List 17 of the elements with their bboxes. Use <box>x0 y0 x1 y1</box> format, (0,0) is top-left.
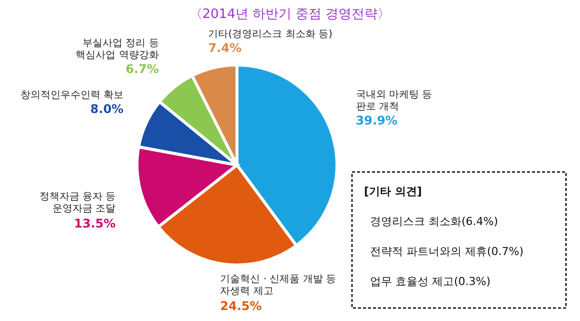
slice-label: 부실사업 정리 등 핵심사업 역량강화 <box>76 38 159 62</box>
chart-title: 〈2014년 하반기 중점 경영전략〉 <box>189 7 391 22</box>
slice-label: 정책자금 융자 등 운영자금 조달 <box>39 191 116 214</box>
text: [기타 의견] <box>364 185 422 198</box>
slice-label: 기술혁신 · 신제품 개발 등 자생력 제고 <box>220 274 336 297</box>
data-label: 39.9% <box>356 114 398 128</box>
data-label: 13.5% <box>74 216 116 230</box>
slice-label: 창의적인우수인력 확보 <box>20 90 124 101</box>
data-label: 8.0% <box>90 102 124 116</box>
text: 업무 효율성 제고(0.3%) <box>370 275 491 288</box>
slice-label: 기타(경영리스크 최소화 등) <box>208 28 332 40</box>
data-label: 6.7% <box>126 62 159 76</box>
text: 전략적 파트너와의 제휴(0.7%) <box>370 245 524 258</box>
slice-label: 국내외 마케팅 등 판로 개척 <box>356 90 432 113</box>
data-label: 7.4% <box>208 40 242 55</box>
data-label: 24.5% <box>220 299 262 313</box>
text: 경영리스크 최소화(6.4%) <box>370 215 498 228</box>
